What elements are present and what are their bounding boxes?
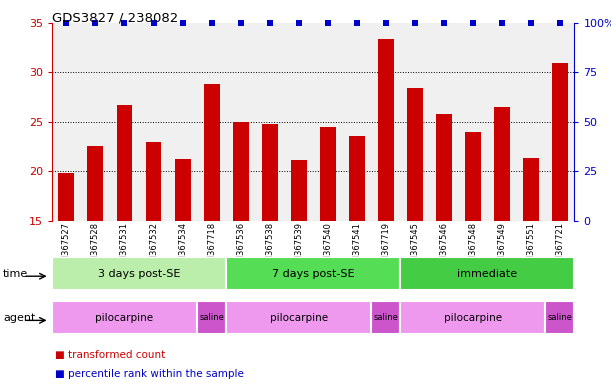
Text: agent: agent: [3, 313, 35, 323]
Bar: [523, 157, 539, 369]
Bar: [87, 146, 103, 369]
Bar: [291, 161, 307, 369]
Bar: [226, 301, 371, 334]
Bar: [545, 301, 574, 334]
Text: ■ transformed count: ■ transformed count: [55, 350, 165, 360]
Text: 7 days post-SE: 7 days post-SE: [272, 268, 354, 279]
Bar: [349, 136, 365, 369]
Bar: [465, 132, 481, 369]
Bar: [552, 63, 568, 369]
Text: saline: saline: [547, 313, 573, 322]
Bar: [52, 257, 226, 290]
Bar: [400, 257, 574, 290]
Bar: [378, 39, 393, 369]
Text: saline: saline: [373, 313, 398, 322]
Text: ■ percentile rank within the sample: ■ percentile rank within the sample: [55, 369, 244, 379]
Bar: [226, 257, 400, 290]
Bar: [52, 301, 197, 334]
Text: 3 days post-SE: 3 days post-SE: [98, 268, 180, 279]
Text: pilocarpine: pilocarpine: [95, 313, 153, 323]
Bar: [59, 173, 75, 369]
Bar: [197, 301, 226, 334]
Bar: [371, 301, 400, 334]
Text: GDS3827 / 238082: GDS3827 / 238082: [52, 12, 178, 25]
Text: time: time: [3, 268, 28, 279]
Bar: [145, 142, 161, 369]
Bar: [320, 127, 335, 369]
Bar: [262, 124, 277, 369]
Bar: [400, 301, 546, 334]
Bar: [117, 105, 133, 369]
Bar: [494, 107, 510, 369]
Text: saline: saline: [199, 313, 224, 322]
Bar: [233, 122, 249, 369]
Bar: [436, 114, 452, 369]
Text: pilocarpine: pilocarpine: [444, 313, 502, 323]
Bar: [203, 84, 219, 369]
Text: pilocarpine: pilocarpine: [269, 313, 327, 323]
Text: immediate: immediate: [457, 268, 518, 279]
Bar: [175, 159, 191, 369]
Bar: [407, 88, 423, 369]
